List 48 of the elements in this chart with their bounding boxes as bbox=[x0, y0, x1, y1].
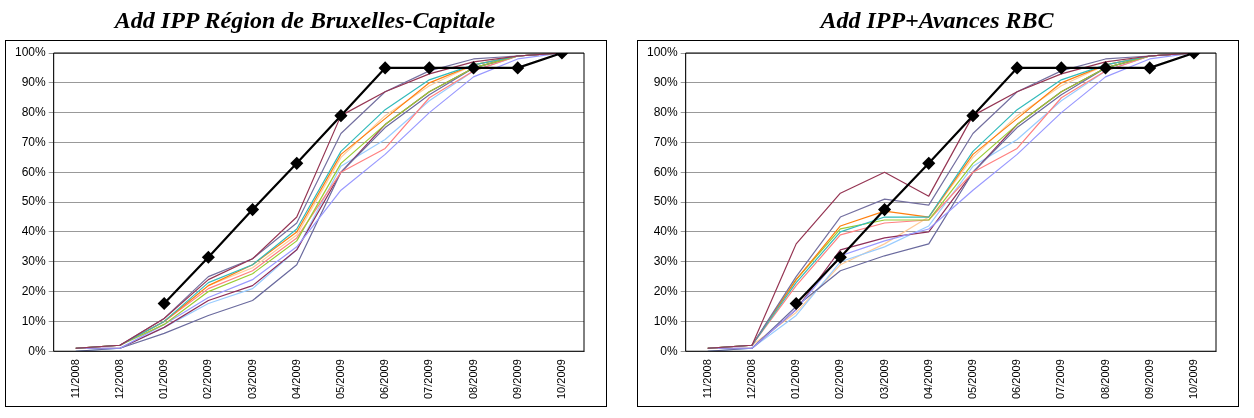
x-tick-label: 12/2008 bbox=[745, 359, 758, 399]
x-tick-label: 02/2009 bbox=[833, 359, 846, 399]
x-tick-label: 09/2009 bbox=[510, 359, 523, 399]
chart-title: Add IPP Région de Bruxelles-Capitale bbox=[112, 6, 497, 35]
x-tick-label: 06/2009 bbox=[1010, 359, 1023, 399]
y-tick-label: 0% bbox=[660, 343, 679, 358]
y-tick-label: 40% bbox=[21, 224, 47, 239]
y-tick-label: 100% bbox=[646, 45, 679, 60]
y-tick-label: 60% bbox=[653, 164, 679, 179]
x-tick-label: 11/2008 bbox=[68, 359, 81, 399]
x-tick-label: 06/2009 bbox=[378, 359, 391, 399]
x-tick-label: 10/2009 bbox=[1186, 359, 1199, 399]
y-tick-label: 30% bbox=[21, 254, 47, 269]
x-tick-label: 09/2009 bbox=[1142, 359, 1155, 399]
y-tick-label: 40% bbox=[653, 224, 679, 239]
x-tick-label: 02/2009 bbox=[201, 359, 214, 399]
x-tick-label: 05/2009 bbox=[333, 359, 346, 399]
x-tick-label: 11/2008 bbox=[700, 359, 713, 399]
y-tick-label: 50% bbox=[21, 194, 47, 209]
y-tick-label: 50% bbox=[653, 194, 679, 209]
y-tick-label: 80% bbox=[653, 104, 679, 119]
y-tick-label: 20% bbox=[653, 283, 679, 298]
x-tick-label: 04/2009 bbox=[921, 359, 934, 399]
x-tick-label: 12/2008 bbox=[113, 359, 126, 399]
x-tick-label: 05/2009 bbox=[965, 359, 978, 399]
x-tick-label: 08/2009 bbox=[466, 359, 479, 399]
x-tick-label: 03/2009 bbox=[245, 359, 258, 399]
y-tick-label: 60% bbox=[21, 164, 47, 179]
x-tick-label: 10/2009 bbox=[554, 359, 567, 399]
x-tick-label: 04/2009 bbox=[289, 359, 302, 399]
y-tick-label: 100% bbox=[14, 45, 47, 60]
y-tick-label: 10% bbox=[653, 313, 679, 328]
x-tick-label: 01/2009 bbox=[789, 359, 802, 399]
chart-title: Add IPP+Avances RBC bbox=[818, 6, 1055, 35]
y-tick-label: 80% bbox=[21, 104, 47, 119]
x-tick-label: 07/2009 bbox=[1054, 359, 1067, 399]
y-tick-label: 0% bbox=[28, 343, 47, 358]
y-tick-label: 20% bbox=[21, 283, 47, 298]
y-tick-label: 90% bbox=[21, 75, 47, 90]
y-tick-label: 90% bbox=[653, 75, 679, 90]
x-tick-label: 07/2009 bbox=[422, 359, 435, 399]
y-tick-label: 10% bbox=[21, 313, 47, 328]
x-tick-label: 08/2009 bbox=[1098, 359, 1111, 399]
x-tick-label: 03/2009 bbox=[877, 359, 890, 399]
y-tick-label: 70% bbox=[653, 134, 679, 149]
y-tick-label: 70% bbox=[21, 134, 47, 149]
y-tick-label: 30% bbox=[653, 254, 679, 269]
x-tick-label: 01/2009 bbox=[157, 359, 170, 399]
